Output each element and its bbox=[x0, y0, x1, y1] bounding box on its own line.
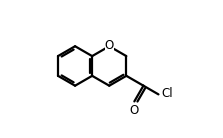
Text: O: O bbox=[105, 39, 114, 52]
Text: O: O bbox=[130, 104, 139, 117]
Text: Cl: Cl bbox=[161, 87, 173, 100]
